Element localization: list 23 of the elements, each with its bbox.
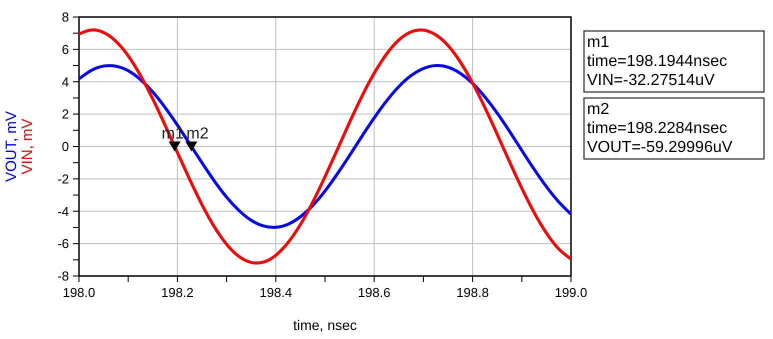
x-axis-title: time, nsec	[293, 317, 357, 333]
y-tick-label: 2	[62, 106, 69, 122]
y-tick-label: 0	[62, 139, 69, 154]
y-tick-label: 8	[62, 10, 69, 24]
x-tick-label: 198.8	[456, 285, 489, 300]
line-series	[79, 64, 571, 229]
y-tick-label: 4	[62, 74, 69, 90]
y-tick-label: -2	[57, 171, 69, 186]
text: m1 time=198.1944nsec VIN=-32.27514uV	[587, 34, 728, 89]
annotation: m2	[186, 126, 209, 142]
x-tick-label: 198.0	[62, 285, 96, 300]
y-tick-label: -8	[57, 268, 69, 284]
x-tick-label: 199.0	[554, 285, 588, 300]
x-tick-label: 198.2	[161, 285, 194, 300]
y-tick-label: 6	[62, 42, 69, 57]
x-tick-label: 198.6	[358, 285, 390, 300]
text: m2 time=198.2284nsec VOUT=-59.29996uV	[587, 101, 733, 156]
y-tick-label: -6	[57, 236, 69, 252]
line-series	[79, 28, 571, 264]
y-tick-label: -4	[57, 204, 69, 219]
text: VOUT, mV	[3, 111, 20, 182]
x-tick-label: 198.4	[260, 285, 292, 300]
text: VIN, mV	[19, 118, 36, 174]
